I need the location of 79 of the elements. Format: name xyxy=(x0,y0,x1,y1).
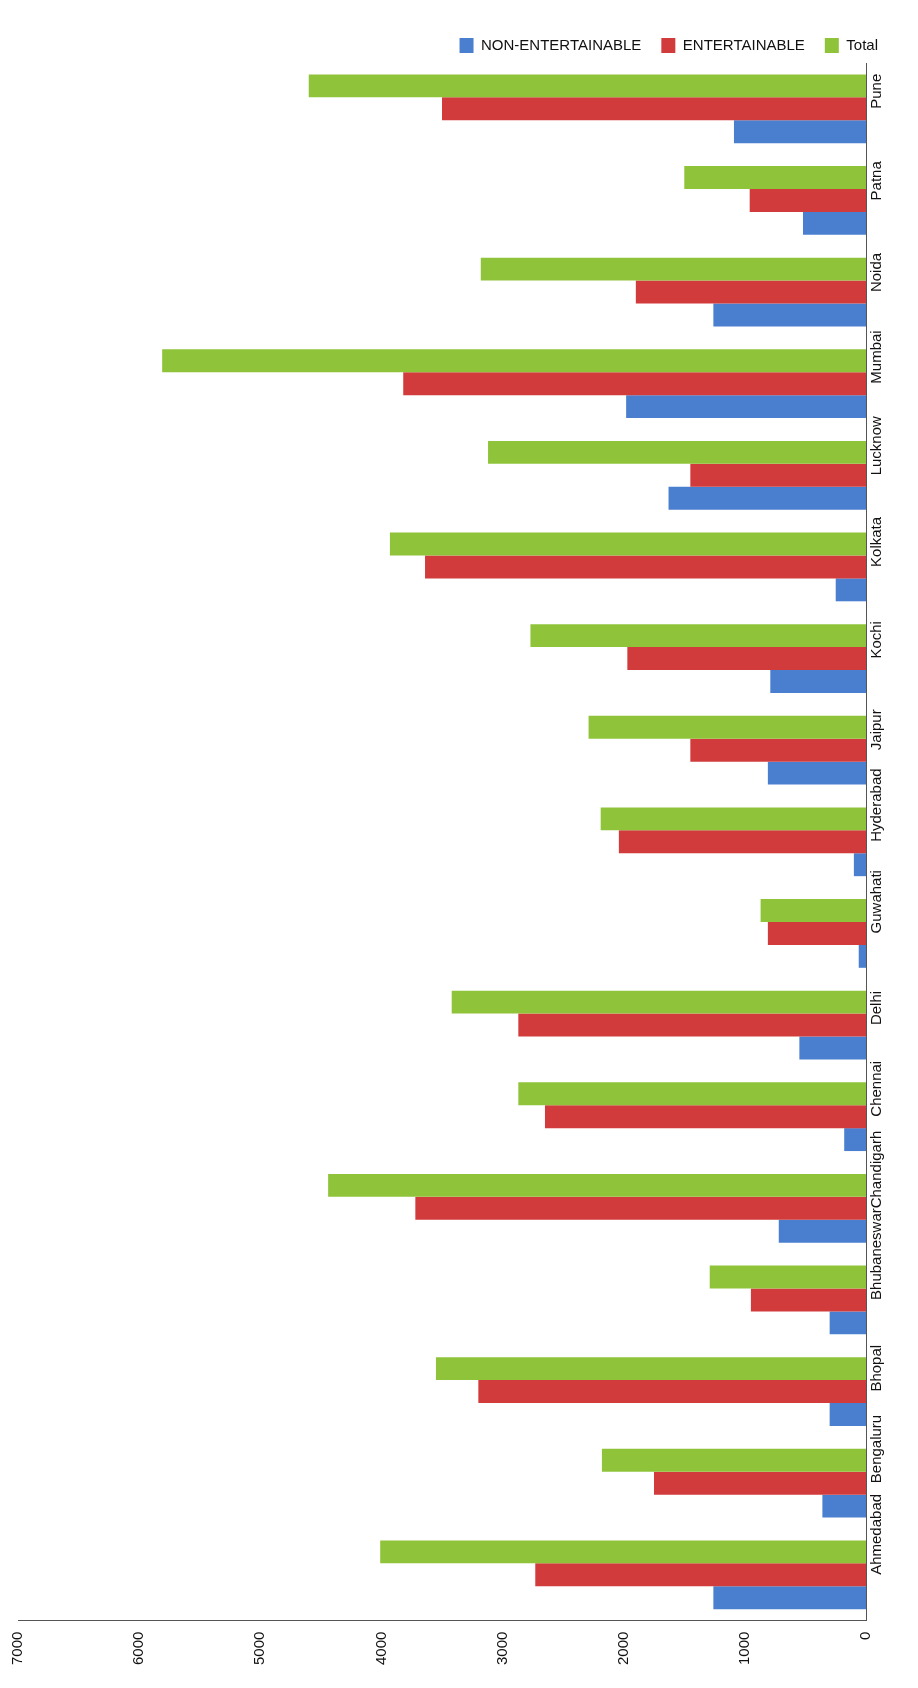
bar xyxy=(618,830,866,854)
bar xyxy=(690,738,866,762)
x-tick-label: 4000 xyxy=(371,1631,389,1666)
bar xyxy=(635,280,866,304)
bar xyxy=(425,555,866,579)
bar xyxy=(162,349,866,373)
y-tick-label: Kochi xyxy=(867,621,885,659)
bar xyxy=(770,670,866,693)
bar xyxy=(733,120,866,144)
bar xyxy=(442,97,866,121)
y-tick-label: Chandigarh xyxy=(867,1130,885,1209)
x-tick-label: 1000 xyxy=(735,1631,752,1666)
bar xyxy=(778,1219,866,1243)
bar xyxy=(853,853,866,877)
legend-label: Total xyxy=(846,35,878,53)
bar xyxy=(654,1471,866,1495)
bar xyxy=(749,188,866,212)
x-tick-label: 5000 xyxy=(250,1631,268,1666)
y-tick-label: Hyderabad xyxy=(867,768,885,842)
bar xyxy=(415,1196,866,1220)
bar xyxy=(829,1403,866,1426)
bar xyxy=(480,257,866,281)
bar xyxy=(835,578,866,602)
bar xyxy=(530,624,866,648)
y-tick-label: Lucknow xyxy=(867,415,885,476)
bar xyxy=(627,647,866,671)
bar xyxy=(760,899,866,922)
bar xyxy=(518,1082,866,1106)
bar xyxy=(690,463,866,487)
bar xyxy=(668,486,866,510)
bar xyxy=(750,1288,866,1312)
bar xyxy=(380,1540,866,1564)
bar xyxy=(544,1105,866,1129)
x-tick-label: 2000 xyxy=(613,1631,631,1666)
x-tick-label: 7000 xyxy=(8,1631,26,1666)
y-tick-label: Guwahati xyxy=(867,870,885,934)
bar xyxy=(799,1036,866,1060)
bar xyxy=(713,303,866,327)
bar xyxy=(600,807,866,831)
bar xyxy=(626,395,866,419)
bar xyxy=(803,211,866,235)
bar xyxy=(451,990,866,1014)
bar xyxy=(767,761,866,785)
bar xyxy=(308,74,866,98)
bar xyxy=(684,166,866,189)
y-tick-label: Bhubaneswar xyxy=(867,1208,885,1300)
bar xyxy=(713,1586,866,1610)
x-tick-label: 6000 xyxy=(129,1631,147,1666)
bar xyxy=(829,1311,866,1335)
bar xyxy=(601,1448,866,1472)
x-tick-label: 3000 xyxy=(492,1631,510,1666)
bar xyxy=(588,715,866,739)
bar xyxy=(767,921,866,945)
legend-label: NON-ENTERTAINABLE xyxy=(481,35,642,53)
legend-label: ENTERTAINABLE xyxy=(682,35,805,53)
bar xyxy=(709,1265,866,1289)
bar xyxy=(488,440,866,464)
y-tick-label: Jaipur xyxy=(867,709,885,751)
y-tick-label: Chennai xyxy=(867,1060,885,1117)
bar xyxy=(535,1563,866,1587)
bar xyxy=(518,1013,866,1037)
bar xyxy=(389,532,866,556)
y-tick-label: Patna xyxy=(867,160,885,201)
bar xyxy=(822,1494,866,1518)
y-tick-label: Delhi xyxy=(867,990,885,1026)
y-tick-label: Kolkata xyxy=(867,516,885,567)
y-tick-label: Ahmedabad xyxy=(867,1493,885,1575)
y-tick-label: Mumbai xyxy=(867,330,885,384)
y-tick-label: Bengaluru xyxy=(867,1414,885,1484)
bar xyxy=(858,944,866,968)
y-tick-label: Bhopal xyxy=(867,1344,885,1392)
y-tick-label: Pune xyxy=(867,73,885,109)
x-tick-label: 0 xyxy=(856,1631,874,1640)
y-tick-label: Noida xyxy=(867,252,885,293)
bar xyxy=(844,1128,866,1152)
bar xyxy=(478,1380,866,1404)
bar xyxy=(435,1357,866,1381)
bar xyxy=(403,372,866,396)
bar xyxy=(328,1173,866,1197)
